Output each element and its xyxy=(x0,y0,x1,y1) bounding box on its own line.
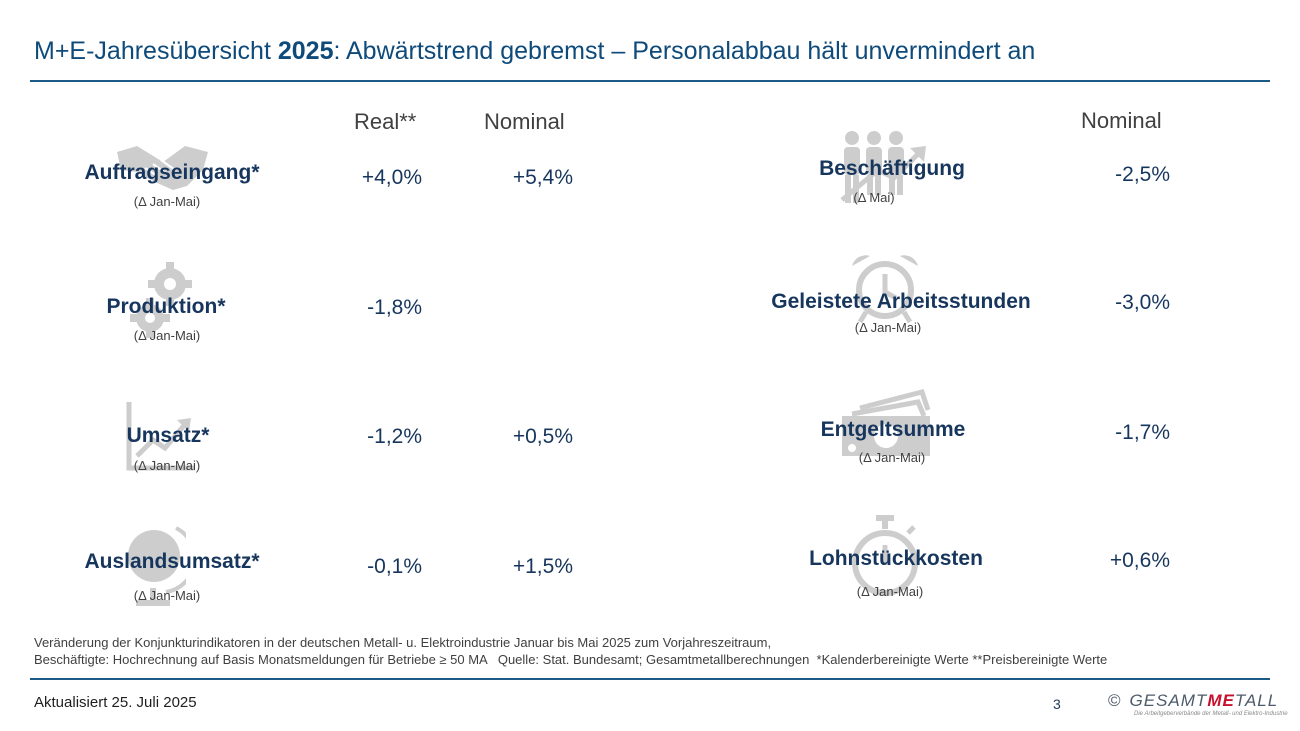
logo-pre: GESAMT xyxy=(1129,691,1208,710)
gears-icon xyxy=(128,262,196,340)
logo-symbol: © xyxy=(1108,691,1122,710)
row-sub-beschaeftigung: (Δ Mai) xyxy=(853,190,895,205)
title-rule xyxy=(30,80,1270,82)
row-sub-umsatz: (Δ Jan-Mai) xyxy=(133,458,201,473)
footnote-line-1: Veränderung der Konjunkturindikatoren in… xyxy=(34,635,772,650)
row-sub-auftragseingang: (Δ Jan-Mai) xyxy=(133,194,201,209)
title-rest: : Abwärtstrend gebremst – Personalabbau … xyxy=(333,37,1036,65)
handshake-icon xyxy=(115,142,210,194)
value-nominal-auftragseingang: +5,4% xyxy=(512,166,573,189)
logo-tagline: Die Arbeitgeberverbände der Metall- und … xyxy=(1134,711,1288,717)
value-nominal-entgeltsumme: -1,7% xyxy=(1115,421,1170,444)
row-label-umsatz: Umsatz* xyxy=(126,424,210,447)
page-title: M+E-Jahresübersicht 2025: Abwärtstrend g… xyxy=(34,37,1035,66)
trend-chart-icon xyxy=(125,400,197,472)
stopwatch-icon xyxy=(852,515,918,599)
row-sub-arbeitsstunden: (Δ Jan-Mai) xyxy=(854,320,922,335)
row-label-auftragseingang: Auftragseingang* xyxy=(84,161,260,184)
money-icon xyxy=(838,388,932,460)
header-nominal-right: Nominal xyxy=(1081,108,1162,133)
row-label-produktion: Produktion* xyxy=(106,295,226,318)
row-sub-entgeltsumme: (Δ Jan-Mai) xyxy=(858,450,926,465)
header-real: Real** xyxy=(354,109,417,134)
row-label-arbeitsstunden: Geleistete Arbeitsstunden xyxy=(771,290,1031,313)
value-real-auftragseingang: +4,0% xyxy=(361,166,422,189)
footer-rule xyxy=(30,678,1270,680)
value-real-auslandsumsatz: -0,1% xyxy=(367,555,422,578)
value-nominal-beschaeftigung: -2,5% xyxy=(1115,163,1170,186)
updated-date: Aktualisiert 25. Juli 2025 xyxy=(34,694,197,711)
row-label-entgeltsumme: Entgeltsumme xyxy=(820,418,966,441)
value-nominal-auslandsumsatz: +1,5% xyxy=(512,555,573,578)
gesamtmetall-logo: © GESAMTMETALL Die Arbeitgeberverbände de… xyxy=(1108,691,1288,723)
logo-me: ME xyxy=(1207,691,1235,710)
value-nominal-umsatz: +0,5% xyxy=(512,425,573,448)
footnote: Veränderung der Konjunkturindikatoren in… xyxy=(34,634,1264,668)
footnote-line-2: Beschäftigte: Hochrechnung auf Basis Mon… xyxy=(34,652,1108,667)
value-nominal-lohnstueckkosten: +0,6% xyxy=(1109,549,1170,572)
value-real-umsatz: -1,2% xyxy=(367,425,422,448)
page-number: 3 xyxy=(1053,696,1061,712)
logo-wordmark: © GESAMTMETALL xyxy=(1108,691,1278,711)
value-nominal-arbeitsstunden: -3,0% xyxy=(1115,291,1170,314)
row-sub-lohnstueckkosten: (Δ Jan-Mai) xyxy=(856,584,924,599)
row-label-beschaeftigung: Beschäftigung xyxy=(819,157,965,180)
globe-icon xyxy=(126,520,186,612)
value-real-produktion: -1,8% xyxy=(367,296,422,319)
people-icon xyxy=(838,130,928,206)
alarm-clock-icon xyxy=(850,252,920,324)
row-sub-auslandsumsatz: (Δ Jan-Mai) xyxy=(133,588,201,603)
row-sub-produktion: (Δ Jan-Mai) xyxy=(133,328,201,343)
row-label-auslandsumsatz: Auslandsumsatz* xyxy=(84,550,260,573)
title-year: 2025 xyxy=(277,37,334,65)
title-prefix: M+E-Jahresübersicht xyxy=(34,37,278,65)
header-nominal-left: Nominal xyxy=(484,109,565,134)
logo-post: TALL xyxy=(1234,691,1279,710)
row-label-lohnstueckkosten: Lohnstückkosten xyxy=(809,547,983,570)
